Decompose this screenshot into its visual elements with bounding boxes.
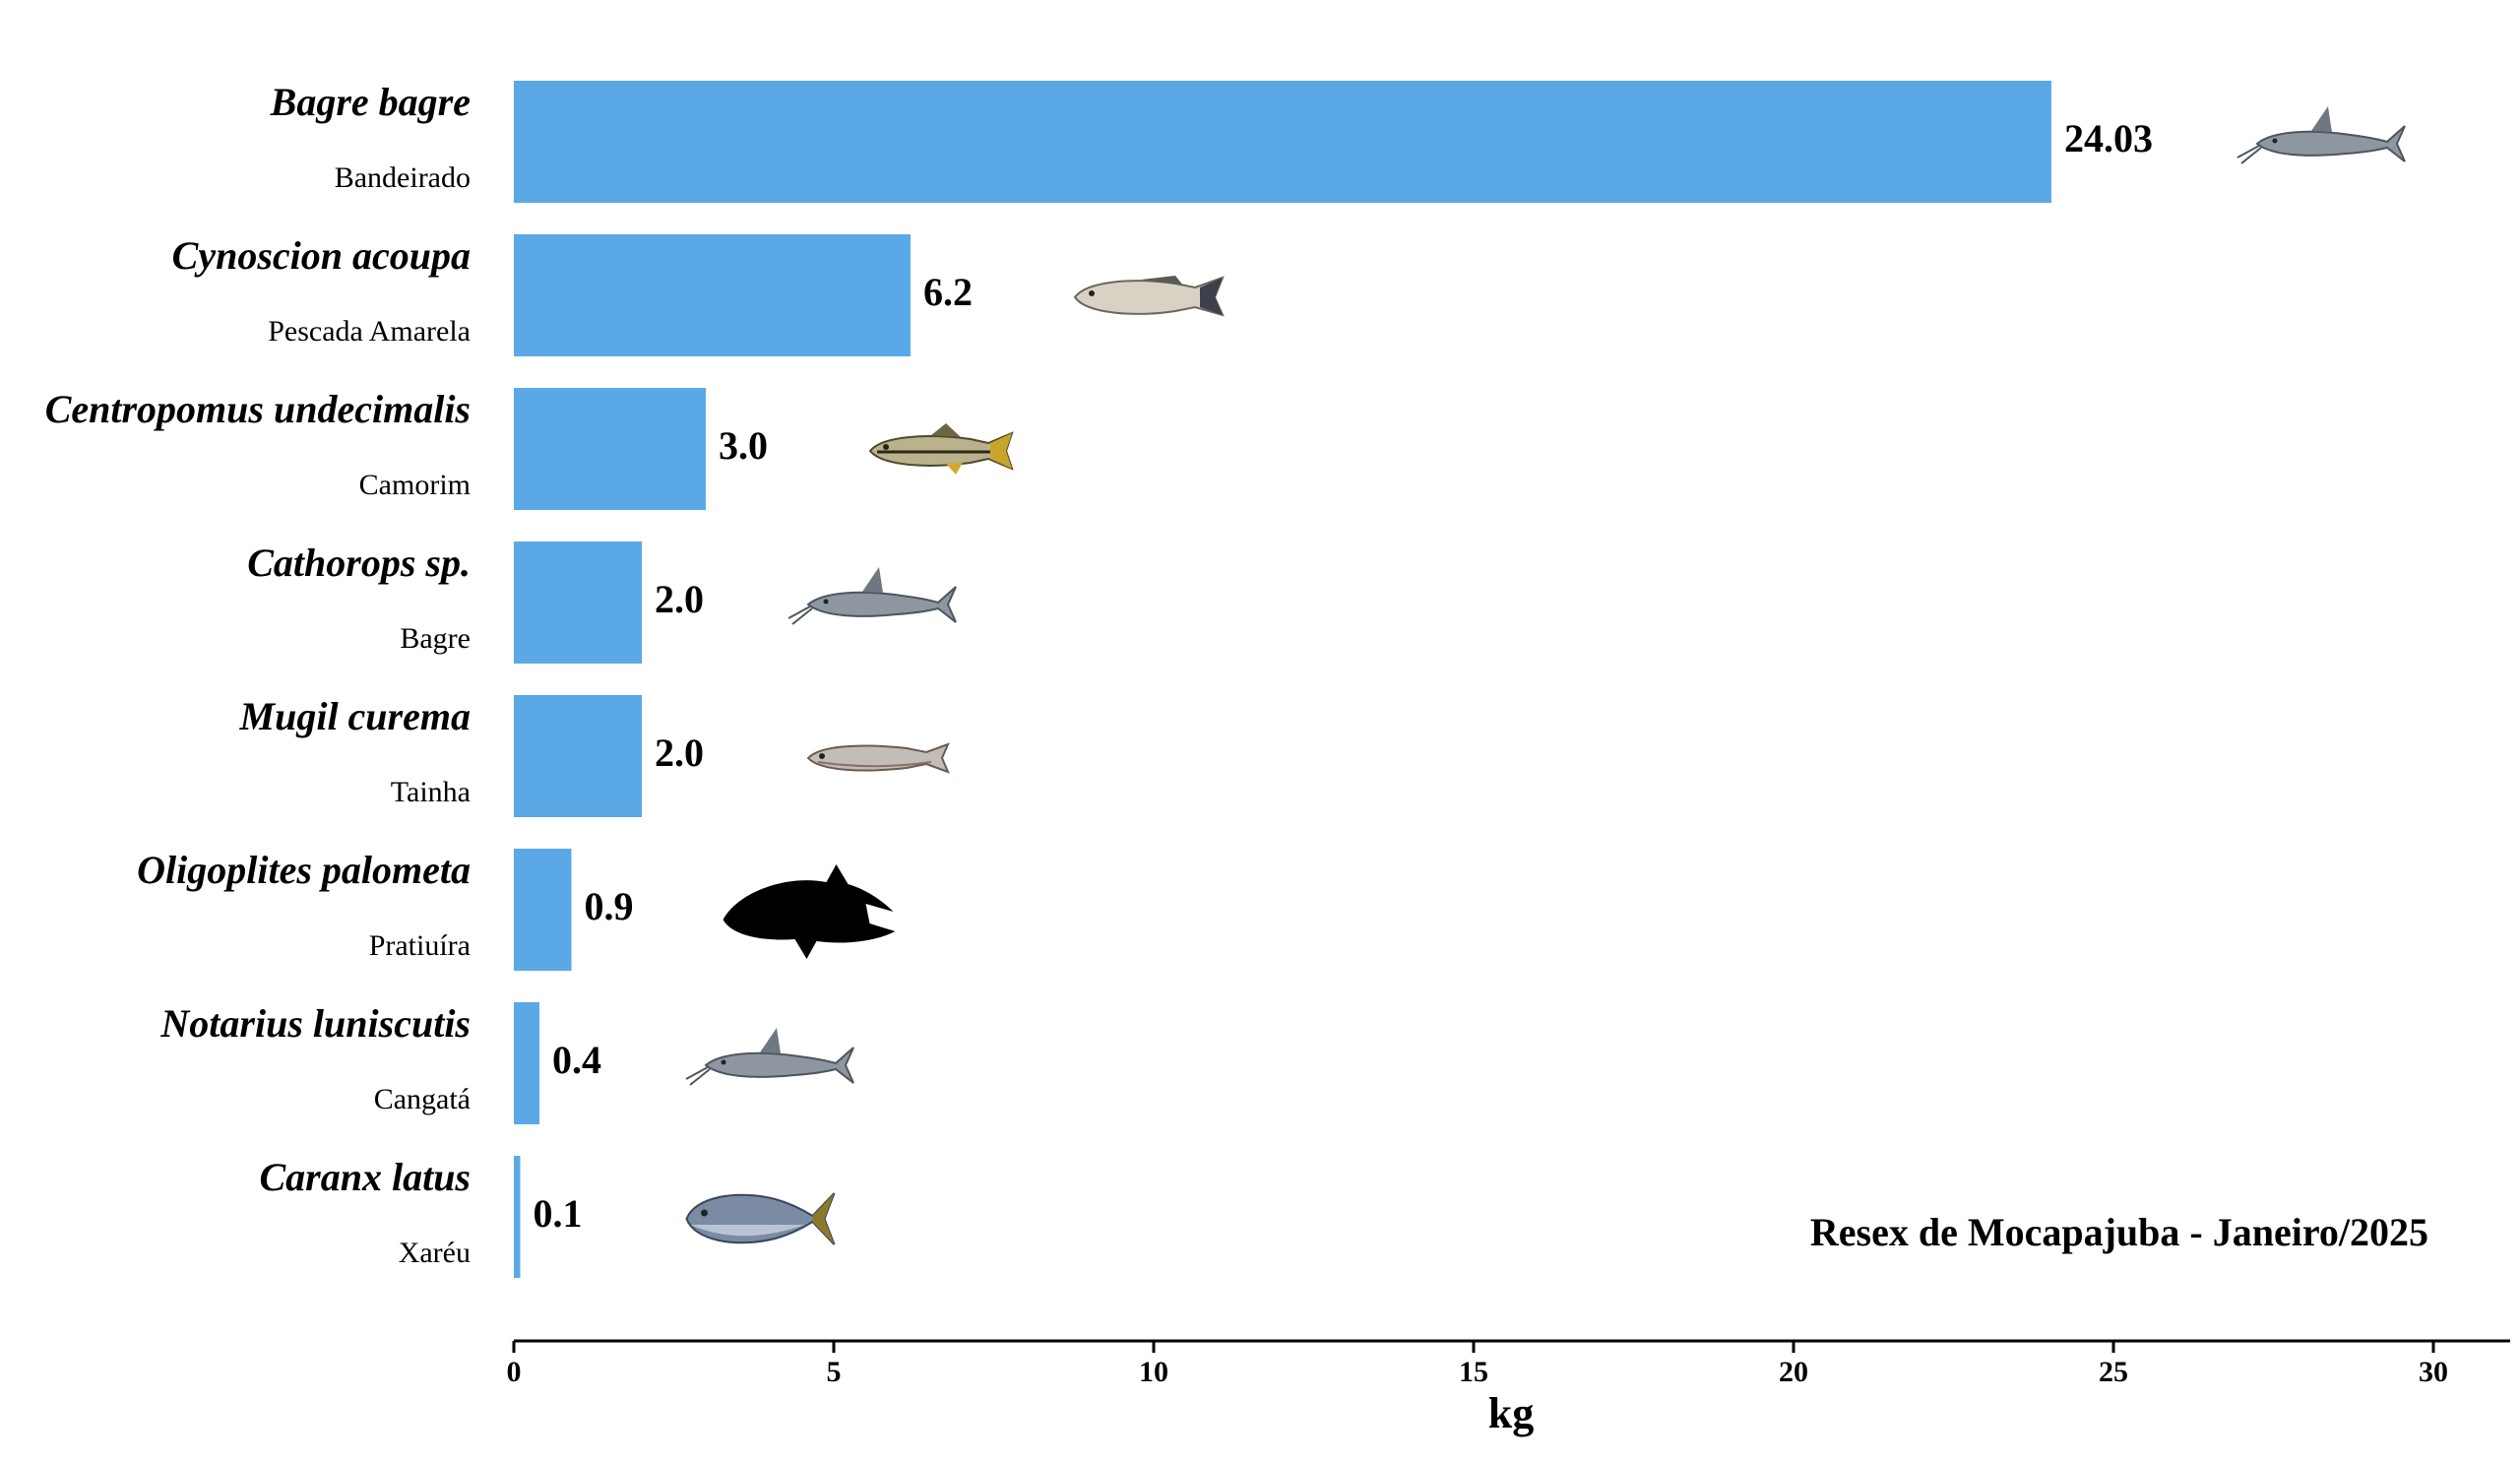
x-tick-label: 10 (1139, 1356, 1168, 1388)
x-axis: 0 5 10 15 20 25 30 kg (507, 1339, 2510, 1437)
x-axis-ticks: 0 5 10 15 20 25 30 (507, 1341, 2448, 1388)
data-label: 3.0 (719, 423, 768, 468)
bar (514, 234, 911, 356)
data-label: 0.1 (534, 1191, 583, 1236)
species-common-name: Pescada Amarela (268, 315, 471, 348)
species-common-name: Bandeirado (335, 161, 471, 194)
species-common-name: Cangatá (374, 1083, 471, 1115)
species-scientific-name: Centropomus undecimalis (45, 387, 471, 431)
catfish-icon (2236, 105, 2406, 164)
species-common-name: Xaréu (399, 1237, 471, 1269)
x-axis-label: kg (1488, 1389, 1534, 1437)
data-label: 0.9 (585, 884, 634, 928)
bar (514, 388, 706, 510)
bar-row: Notarius luniscutis Cangatá 0.4 (159, 1001, 854, 1124)
species-common-name: Bagre (400, 622, 471, 655)
species-scientific-name: Caranx latus (259, 1155, 471, 1199)
species-scientific-name: Notarius luniscutis (159, 1001, 471, 1046)
bar-row: Cathorops sp. Bagre 2.0 (247, 541, 957, 664)
data-label: 24.03 (2064, 116, 2153, 160)
x-tick-label: 5 (827, 1356, 842, 1388)
data-label: 6.2 (923, 270, 973, 314)
bar (514, 541, 642, 664)
x-tick-label: 25 (2099, 1356, 2128, 1388)
bar (514, 1156, 521, 1278)
bar-row: Oligoplites palometa Pratiuíra 0.9 (137, 848, 896, 971)
snook-icon (868, 421, 1014, 477)
catfish-icon (788, 566, 957, 625)
species-common-name: Tainha (391, 776, 471, 808)
x-tick-label: 0 (507, 1356, 522, 1388)
mullet-icon (807, 743, 949, 773)
data-label: 2.0 (655, 731, 704, 775)
chart-annotation: Resex de Mocapajuba - Janeiro/2025 (1810, 1210, 2428, 1254)
catfish-icon (685, 1027, 854, 1086)
weakfish-icon (1074, 275, 1224, 316)
bar (514, 849, 572, 971)
bar-rows: Bagre bagre Bandeirado 24.03 Cynoscion acou… (45, 80, 2406, 1278)
species-scientific-name: Cynoscion acoupa (172, 233, 471, 278)
species-scientific-name: Cathorops sp. (247, 541, 471, 585)
bar-row: Caranx latus Xaréu 0.1 (259, 1155, 836, 1278)
x-tick-label: 30 (2419, 1356, 2448, 1388)
bar (514, 695, 642, 817)
data-label: 0.4 (552, 1038, 601, 1082)
bar-row: Cynoscion acoupa Pescada Amarela 6.2 (172, 233, 1224, 356)
x-tick-label: 20 (1779, 1356, 1808, 1388)
bar (514, 81, 2051, 203)
species-common-name: Camorim (359, 469, 471, 501)
bar-row: Bagre bagre Bandeirado 24.03 (270, 80, 2406, 203)
bar-row: Mugil curema Tainha 2.0 (239, 694, 949, 817)
data-label: 2.0 (655, 577, 704, 621)
species-scientific-name: Bagre bagre (270, 80, 471, 124)
species-scientific-name: Oligoplites palometa (137, 848, 471, 892)
bar-row: Centropomus undecimalis Camorim 3.0 (45, 387, 1014, 510)
species-scientific-name: Mugil curema (239, 694, 471, 738)
bar (514, 1002, 539, 1124)
species-common-name: Pratiuíra (369, 929, 471, 962)
fish-silhouette-icon (723, 864, 896, 959)
jack-icon (685, 1192, 836, 1245)
x-tick-label: 15 (1459, 1356, 1488, 1388)
